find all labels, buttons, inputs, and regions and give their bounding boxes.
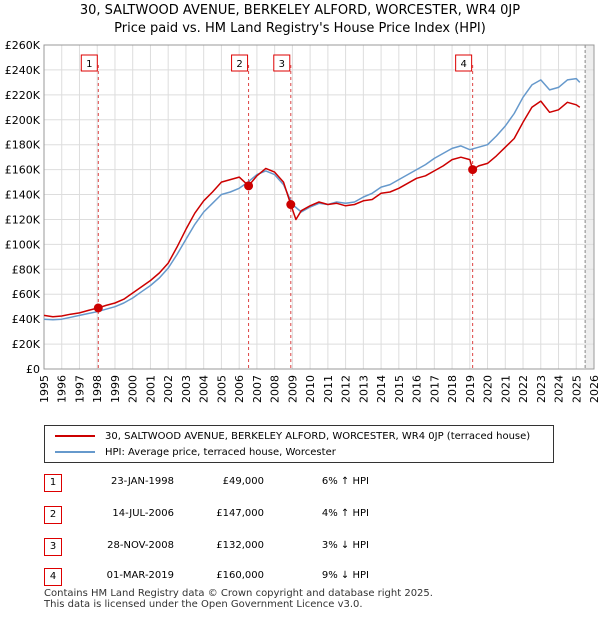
- x-tick-label: 2021: [499, 375, 512, 403]
- sale-marker-box: [80, 54, 98, 72]
- sale-price: £132,000: [216, 540, 264, 551]
- table-row: 4 01-MAR-2019 £160,000 9% ↓ HPI: [44, 568, 564, 586]
- y-tick-label: £60K: [12, 288, 41, 301]
- x-tick-label: 2006: [233, 375, 246, 403]
- sale-marker-label: 3: [279, 59, 285, 70]
- x-tick-label: 2000: [127, 375, 140, 403]
- sale-marker-badge: 2: [44, 506, 62, 524]
- sale-marker-label: 4: [460, 59, 466, 70]
- x-tick-label: 2008: [269, 375, 282, 403]
- y-tick-label: £80K: [12, 263, 41, 276]
- y-tick-label: £220K: [5, 89, 41, 102]
- y-tick-label: £160K: [5, 164, 41, 177]
- y-tick-label: £140K: [5, 189, 41, 202]
- sale-marker-box: [455, 54, 473, 72]
- x-tick-label: 2010: [304, 375, 317, 403]
- legend-item-property: 30, SALTWOOD AVENUE, BERKELEY ALFORD, WO…: [55, 429, 530, 445]
- x-tick-label: 1998: [91, 375, 104, 403]
- x-tick-label: 2004: [198, 375, 211, 403]
- sale-marker-box: [231, 54, 249, 72]
- x-tick-label: 2015: [393, 375, 406, 403]
- series-line-hpi: [43, 77, 581, 321]
- x-tick-label: 2012: [340, 375, 353, 403]
- x-tick-label: 2003: [180, 375, 193, 403]
- sale-marker-label: 1: [86, 59, 92, 70]
- x-tick-label: 2017: [428, 375, 441, 403]
- legend-item-hpi: HPI: Average price, terraced house, Worc…: [55, 445, 336, 461]
- x-tick-label: 1995: [38, 375, 51, 403]
- sale-price: £49,000: [222, 476, 264, 487]
- footer: Contains HM Land Registry data © Crown c…: [44, 588, 433, 610]
- x-tick-label: 2026: [588, 375, 600, 403]
- sale-marker-label: 2: [236, 59, 242, 70]
- x-tick-label: 2023: [535, 375, 548, 403]
- y-tick-label: £0: [26, 363, 40, 376]
- sale-hpi-diff: 3% ↓ HPI: [321, 540, 369, 551]
- y-tick-label: £40K: [12, 313, 41, 326]
- y-tick-label: £200K: [5, 114, 41, 127]
- sale-marker-badge: 3: [44, 538, 62, 556]
- table-row: 1 23-JAN-1998 £49,000 6% ↑ HPI: [44, 474, 564, 492]
- legend-swatch-property: [55, 435, 95, 437]
- table-row: 3 28-NOV-2008 £132,000 3% ↓ HPI: [44, 538, 564, 556]
- sale-point: [468, 165, 478, 175]
- chart-svg: £0 £20K £40K £60K £80K £100K £120K £140K £160K £1…: [5, 39, 600, 403]
- sale-marker-badge: 1: [44, 474, 62, 492]
- x-tick-label: 2013: [357, 375, 370, 403]
- chart-title: 30, SALTWOOD AVENUE, BERKELEY ALFORD, WO…: [0, 2, 600, 38]
- x-tick-label: 2016: [411, 375, 424, 403]
- sale-point: [244, 181, 254, 191]
- sale-date: 23-JAN-1998: [110, 476, 174, 487]
- legend: 30, SALTWOOD AVENUE, BERKELEY ALFORD, WO…: [44, 425, 554, 463]
- y-tick-label: £180K: [5, 139, 41, 152]
- x-tick-label: 1999: [109, 375, 122, 403]
- x-tick-label: 2025: [570, 375, 583, 403]
- y-tick-label: £240K: [5, 64, 41, 77]
- sale-hpi-diff: 6% ↑ HPI: [321, 476, 369, 487]
- sale-hpi-diff: 4% ↑ HPI: [321, 508, 369, 519]
- title-line-1: 30, SALTWOOD AVENUE, BERKELEY ALFORD, WO…: [79, 3, 521, 18]
- sale-marker-badge: 4: [44, 568, 62, 586]
- x-tick-label: 1997: [73, 375, 86, 403]
- x-tick-label: 2014: [375, 375, 388, 403]
- x-tick-label: 2024: [553, 375, 566, 403]
- y-tick-label: £260K: [5, 39, 41, 52]
- legend-swatch-hpi: [55, 451, 95, 453]
- sale-point: [286, 200, 296, 210]
- x-tick-label: 2001: [144, 375, 157, 403]
- forecast-region: [585, 45, 594, 369]
- y-tick-label: £120K: [5, 213, 41, 226]
- footer-line-1: Contains HM Land Registry data © Crown c…: [44, 588, 433, 599]
- legend-label-hpi: HPI: Average price, terraced house, Worc…: [105, 447, 336, 458]
- legend-label-property: 30, SALTWOOD AVENUE, BERKELEY ALFORD, WO…: [105, 431, 531, 442]
- x-tick-label: 2002: [162, 375, 175, 403]
- table-row: 2 14-JUL-2006 £147,000 4% ↑ HPI: [44, 506, 564, 524]
- x-tick-label: 2011: [322, 375, 335, 403]
- series-line-property: [43, 100, 581, 318]
- x-tick-label: 2020: [482, 375, 495, 403]
- y-tick-label: £100K: [5, 238, 41, 251]
- x-tick-label: 1996: [56, 375, 69, 403]
- sale-price: £147,000: [216, 508, 264, 519]
- sale-hpi-diff: 9% ↓ HPI: [321, 570, 369, 581]
- title-line-2: Price paid vs. HM Land Registry's House …: [114, 21, 486, 36]
- plot-area: [44, 45, 594, 369]
- sale-point: [93, 303, 103, 313]
- x-tick-label: 2022: [517, 375, 530, 403]
- x-tick-label: 2018: [446, 375, 459, 403]
- x-tick-label: 2007: [251, 375, 264, 403]
- sale-marker-box: [273, 54, 291, 72]
- sale-price: £160,000: [216, 570, 264, 581]
- plot-border: [43, 44, 595, 370]
- sale-date: 14-JUL-2006: [112, 508, 174, 519]
- sale-date: 01-MAR-2019: [106, 570, 174, 581]
- sale-date: 28-NOV-2008: [107, 540, 174, 551]
- y-tick-label: £20K: [12, 338, 41, 351]
- x-tick-label: 2005: [215, 375, 228, 403]
- footer-line-2: This data is licensed under the Open Gov…: [44, 599, 363, 610]
- x-tick-label: 2009: [286, 375, 299, 403]
- x-tick-label: 2019: [464, 375, 477, 403]
